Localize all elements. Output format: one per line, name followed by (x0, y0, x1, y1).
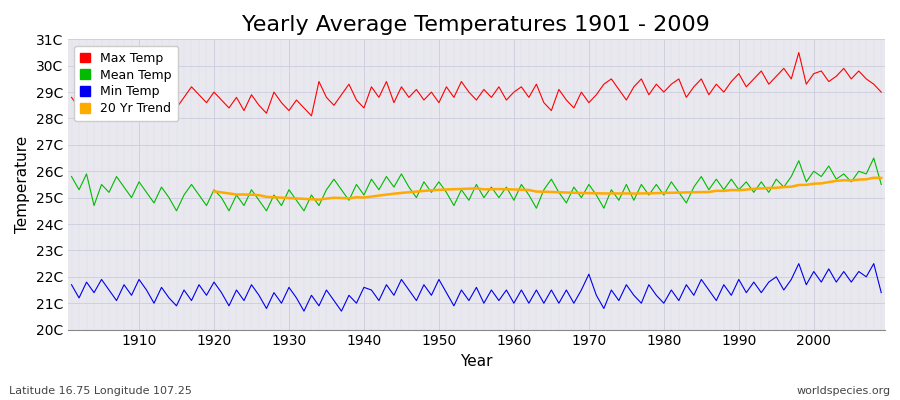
Y-axis label: Temperature: Temperature (15, 136, 30, 233)
Text: worldspecies.org: worldspecies.org (796, 386, 891, 396)
Legend: Max Temp, Mean Temp, Min Temp, 20 Yr Trend: Max Temp, Mean Temp, Min Temp, 20 Yr Tre… (74, 46, 178, 121)
X-axis label: Year: Year (460, 354, 492, 369)
Text: Latitude 16.75 Longitude 107.25: Latitude 16.75 Longitude 107.25 (9, 386, 192, 396)
Title: Yearly Average Temperatures 1901 - 2009: Yearly Average Temperatures 1901 - 2009 (242, 15, 710, 35)
